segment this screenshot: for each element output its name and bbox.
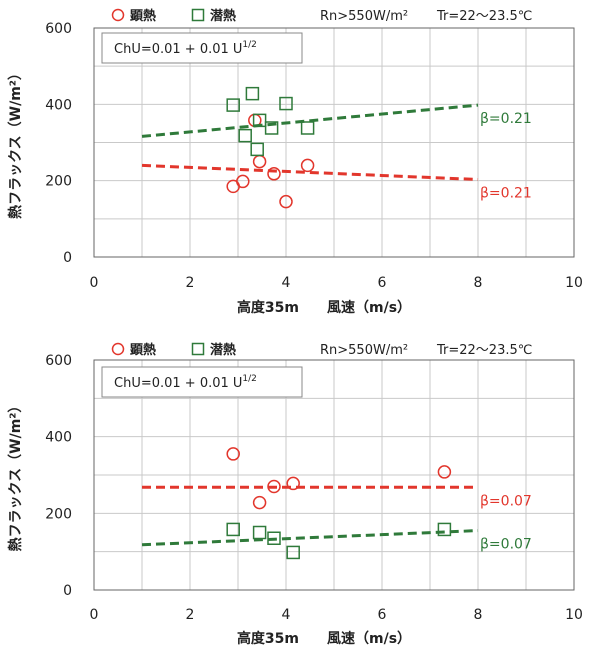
y-tick-label: 0	[63, 250, 72, 266]
y-tick-label: 400	[45, 97, 72, 113]
legend-label: 潜熱	[210, 8, 236, 24]
formula-box	[101, 366, 303, 398]
x-tick-label: 10	[565, 275, 583, 291]
beta-label: β=0.21	[480, 186, 532, 202]
condition-tr: Tr=22～23.5℃	[436, 9, 532, 24]
point-sensible	[252, 154, 267, 169]
point-sensible	[300, 158, 315, 173]
beta-label: β=0.07	[480, 537, 532, 553]
point-sensible	[437, 465, 452, 479]
x-tick-label: 6	[378, 607, 387, 623]
x-tick-label: 8	[474, 607, 483, 623]
point-sensible	[252, 495, 267, 510]
point-latent	[245, 86, 260, 101]
legend-marker-square	[191, 8, 205, 22]
point-latent	[252, 525, 267, 540]
point-latent	[238, 128, 252, 143]
legend-label: 潜熱	[210, 342, 236, 358]
point-latent	[226, 522, 240, 537]
legend-marker-circle	[111, 8, 125, 22]
point-latent	[286, 545, 300, 560]
beta-label: β=0.07	[480, 493, 532, 509]
point-sensible	[279, 194, 293, 209]
point-latent	[264, 121, 279, 135]
beta-label: β=0.21	[480, 111, 532, 127]
point-latent	[226, 98, 240, 112]
x-tick-label: 0	[90, 275, 99, 291]
condition-rn: Rn>550W/m²	[320, 343, 408, 358]
x-tick-label: 6	[378, 275, 387, 291]
legend-label: 顕熱	[130, 342, 156, 358]
point-latent	[300, 121, 315, 135]
x-tick-label: 2	[186, 607, 195, 623]
point-latent	[267, 531, 281, 545]
formula-text: ChU=0.01 + 0.01 U1/2	[114, 374, 257, 391]
x-tick-label: 4	[282, 275, 291, 291]
plot-frame	[93, 359, 575, 591]
point-sensible	[226, 447, 240, 461]
y-tick-label: 200	[45, 174, 72, 190]
fit-line-sensible	[141, 163, 479, 182]
y-tick-label: 0	[63, 583, 72, 599]
point-latent	[437, 522, 452, 537]
formula-box	[101, 32, 303, 64]
x-axis-label: 高度35m 風速（m/s）	[237, 299, 411, 316]
point-latent	[252, 113, 267, 128]
condition-rn: Rn>550W/m²	[320, 9, 408, 24]
x-tick-label: 0	[90, 607, 99, 623]
y-tick-label: 600	[45, 353, 72, 369]
chart-2: 0 2 4 6 8 10 0 200 400 600 高度35m 風速（m/s） 熱フラックス（W/m…	[7, 342, 583, 647]
x-axis-label: 高度35m 風速（m/s）	[237, 630, 411, 647]
legend-label: 顕熱	[130, 8, 156, 24]
point-latent	[279, 96, 293, 111]
legend-marker-circle	[111, 342, 125, 356]
point-sensible	[286, 476, 300, 491]
fit-line-latent	[141, 103, 479, 138]
fit-line-latent	[141, 529, 479, 547]
x-tick-label: 4	[282, 607, 291, 623]
x-tick-label: 2	[186, 275, 195, 291]
point-sensible	[267, 167, 281, 181]
chart-1: 0 2 4 6 8 10 0 200 400 600 高度35m 風速（m/s） 熱フラックス（W/m…	[7, 8, 583, 316]
y-tick-label: 200	[45, 506, 72, 522]
legend-marker-square	[191, 342, 205, 356]
plot-frame	[93, 27, 575, 258]
x-tick-label: 8	[474, 275, 483, 291]
y-tick-label: 600	[45, 21, 72, 37]
point-latent	[250, 142, 264, 157]
x-tick-label: 10	[565, 607, 583, 623]
point-sensible	[236, 174, 250, 189]
condition-tr: Tr=22～23.5℃	[436, 343, 532, 358]
y-axis-label: 熱フラックス（W/m²）	[7, 66, 24, 219]
point-sensible	[267, 479, 281, 494]
y-tick-label: 400	[45, 430, 72, 446]
y-axis-label: 熱フラックス（W/m²）	[7, 399, 24, 552]
formula-text: ChU=0.01 + 0.01 U1/2	[114, 40, 257, 57]
